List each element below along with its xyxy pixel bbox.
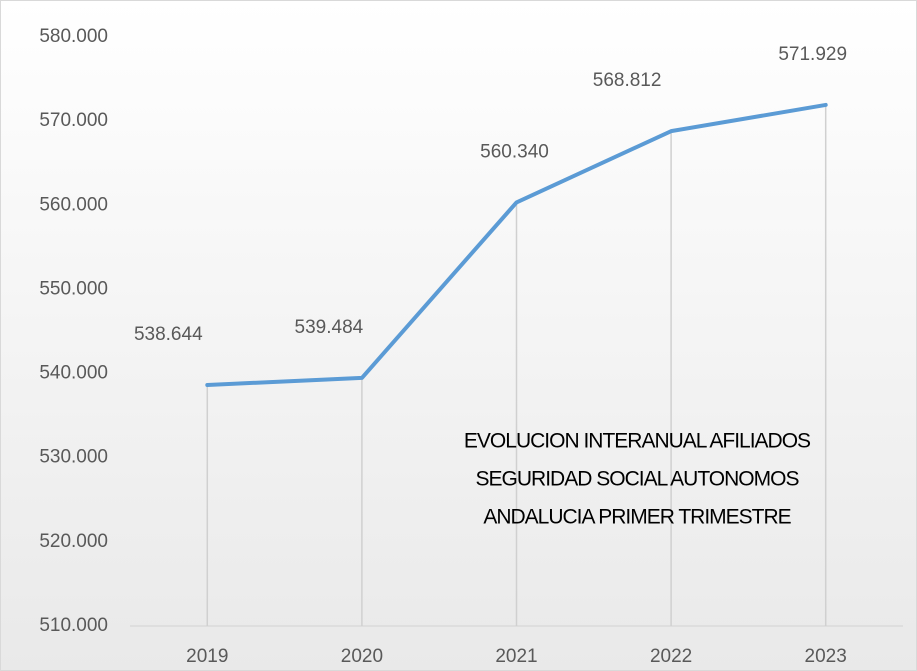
y-tick-label: 560.000 — [39, 194, 108, 215]
x-tick-label: 2023 — [805, 646, 847, 667]
y-tick-label: 510.000 — [39, 615, 108, 636]
y-tick-label: 580.000 — [39, 26, 108, 47]
x-tick-label: 2021 — [495, 646, 537, 667]
x-tick-label: 2020 — [341, 646, 383, 667]
y-tick-label: 520.000 — [39, 531, 108, 552]
data-label: 539.484 — [295, 317, 364, 338]
data-label: 568.812 — [593, 70, 662, 91]
line-series — [205, 102, 828, 387]
data-label: 571.929 — [778, 44, 847, 65]
y-tick-label: 540.000 — [39, 363, 108, 384]
y-tick-label: 530.000 — [39, 447, 108, 468]
x-tick-label: 2022 — [650, 646, 692, 667]
chart-title: SEGURIDAD SOCIAL AUTONOMOS — [476, 468, 800, 491]
y-tick-label: 570.000 — [39, 110, 108, 131]
data-label: 560.340 — [480, 141, 549, 162]
y-tick-label: 550.000 — [39, 278, 108, 299]
chart-title: ANDALUCIA PRIMER TRIMESTRE — [483, 506, 791, 529]
chart-title: EVOLUCION INTERANUAL AFILIADOS — [464, 430, 811, 453]
x-tick-label: 2019 — [186, 646, 228, 667]
data-label: 538.644 — [134, 324, 203, 345]
